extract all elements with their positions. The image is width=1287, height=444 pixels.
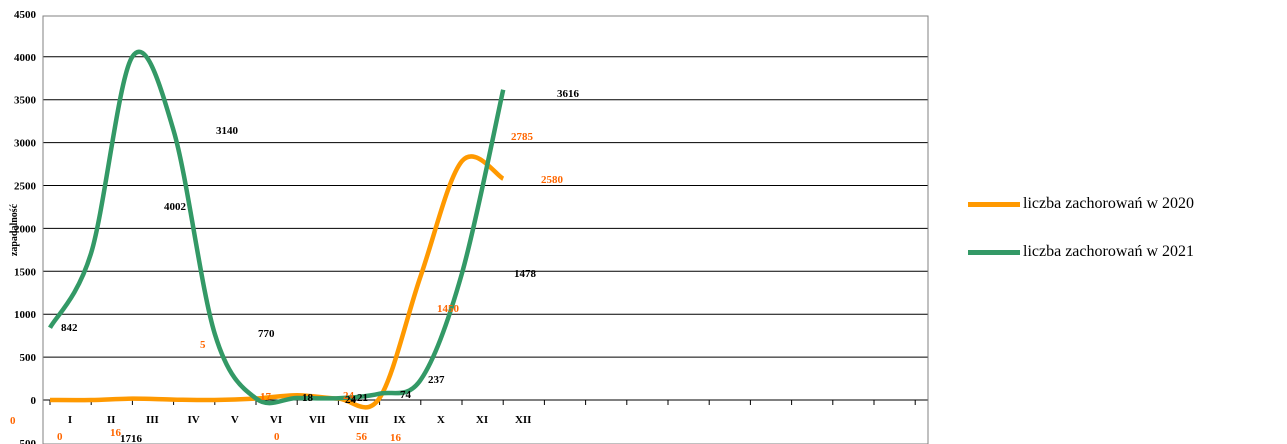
- series-lines: [48, 49, 506, 410]
- x-tick-label: XII: [515, 414, 532, 426]
- data-label-2020: 16: [390, 432, 402, 444]
- data-label-2021: 1478: [514, 268, 537, 280]
- y-tick-label: 4000: [14, 52, 37, 64]
- data-label-2020: 56: [356, 431, 368, 443]
- y-tick-label: 2000: [14, 223, 37, 235]
- data-label-2021: 74: [400, 389, 412, 401]
- data-label-2020: 24: [343, 390, 355, 402]
- data-label-2021: 770: [258, 328, 275, 340]
- x-tick-label: IX: [393, 414, 405, 426]
- data-label-2021: 842: [61, 322, 78, 334]
- x-tick-label: III: [146, 414, 159, 426]
- y-axis-label: zapadalność: [9, 203, 20, 256]
- x-tick-label: XI: [476, 414, 488, 426]
- data-label-2020: 0: [57, 431, 63, 443]
- y-tick-label: -500: [16, 438, 37, 444]
- legend-swatch-2021: [968, 249, 1020, 255]
- series-line-1: [48, 49, 506, 406]
- data-label-2020: 0: [10, 415, 16, 427]
- data-label-2021: 4002: [164, 201, 187, 213]
- legend-label-2021: liczba zachorowań w 2021: [1023, 243, 1195, 260]
- x-tick-label: V: [231, 414, 239, 426]
- legend-swatch-2020: [968, 201, 1020, 207]
- legend-item-2021: liczba zachorowań w 2021: [968, 241, 1194, 263]
- y-axis-ticks: -500 0 500 1000 1500 2000 2500 3000 3500 4000 4500: [14, 9, 37, 444]
- plot-area-border: [42, 15, 929, 444]
- x-tick-label: VI: [270, 414, 282, 426]
- data-label-2021: 1716: [120, 433, 143, 444]
- data-label-2021: 3616: [557, 88, 580, 100]
- y-tick-label: 4500: [14, 9, 37, 21]
- x-tick-label: IV: [187, 414, 199, 426]
- data-label-2021: 21: [357, 392, 368, 404]
- data-label-2021: 237: [428, 374, 445, 386]
- y-tick-label: 0: [31, 395, 37, 407]
- data-label-2021: 18: [302, 392, 314, 404]
- x-tick-label: VIII: [348, 414, 369, 426]
- x-tick-label: II: [107, 414, 116, 426]
- data-label-2020: 0: [274, 431, 280, 443]
- y-tick-label: 1000: [14, 309, 37, 321]
- data-label-2021: 3140: [216, 125, 239, 137]
- data-label-2020: 17: [260, 391, 272, 403]
- y-tick-label: 3500: [14, 95, 37, 107]
- y-tick-label: 2500: [14, 181, 37, 193]
- x-tick-label: VII: [309, 414, 326, 426]
- gridlines: [43, 56, 928, 401]
- y-tick-label: 3000: [14, 138, 37, 150]
- legend-item-2020: liczba zachorowań w 2020: [968, 193, 1194, 215]
- line-chart: -500050010001500200025003000350040004500…: [9, 9, 929, 444]
- data-label-2020: 5: [200, 339, 206, 351]
- legend: liczba zachorowań w 2020 liczba zachorow…: [968, 193, 1194, 289]
- x-tick-label: I: [68, 414, 72, 426]
- x-axis-ticks: I II III IV V VI VII VIII IX X XI XII: [49, 400, 916, 426]
- y-tick-label: 500: [20, 352, 37, 364]
- data-label-2020: 1450: [437, 303, 460, 315]
- series-line-0: [49, 154, 505, 410]
- data-label-2020: 16: [110, 427, 122, 439]
- x-tick-label: X: [437, 414, 445, 426]
- data-labels: 0 0 16 5 0 17 56 16 24 1450 2785 2580 842 1716 4002 314…: [10, 88, 580, 444]
- legend-label-2020: liczba zachorowań w 2020: [1023, 195, 1195, 212]
- y-tick-label: 1500: [14, 266, 37, 278]
- data-label-2020: 2580: [541, 174, 564, 186]
- data-label-2020: 2785: [511, 131, 534, 143]
- data-label-2021: 24: [345, 394, 357, 406]
